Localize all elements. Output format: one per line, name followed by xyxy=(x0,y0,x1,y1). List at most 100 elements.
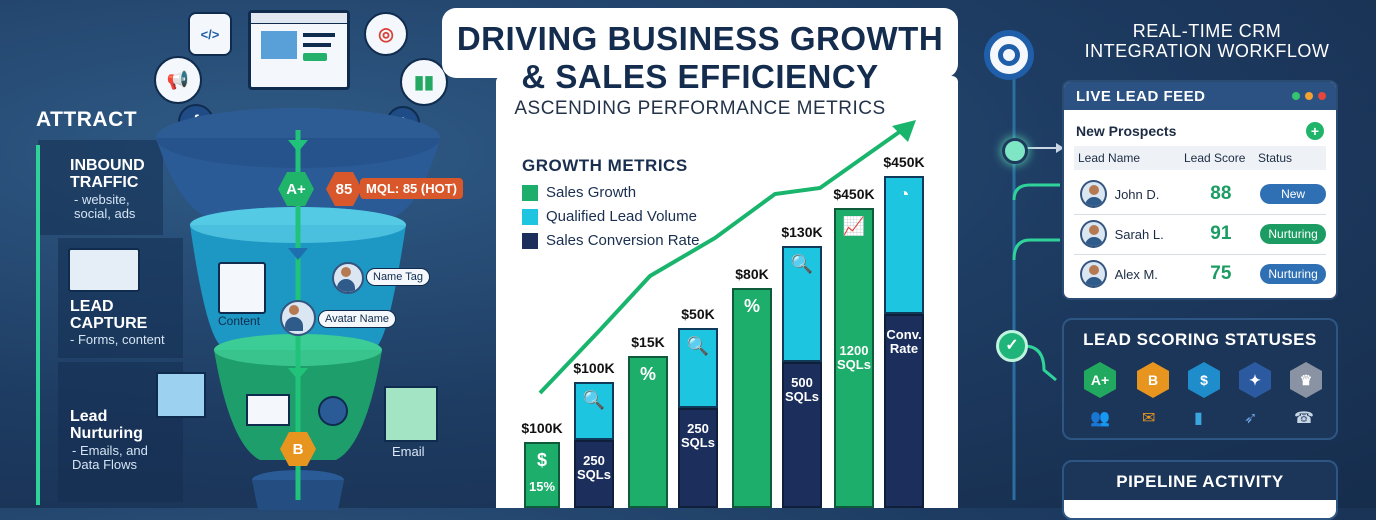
avatar-name-avatar xyxy=(280,300,316,336)
live-lead-feed-header: LIVE LEAD FEED xyxy=(1064,82,1336,110)
phone-icon: ☎ xyxy=(1294,410,1314,427)
inbound-strip xyxy=(38,140,163,235)
lead-name: John D. xyxy=(1114,186,1160,202)
col-status: Status xyxy=(1258,151,1293,165)
percent-icon: % xyxy=(743,296,760,316)
email-label: Email xyxy=(392,444,425,459)
bar-segment-conversion xyxy=(678,408,718,508)
name-tag-chip: Name Tag xyxy=(332,262,450,294)
bar-segment-qualified-leads xyxy=(574,382,614,440)
table-row[interactable]: Alex M. 75 Nurturing xyxy=(1074,254,1326,294)
chart-title: GROWTH METRICS xyxy=(522,156,688,175)
bar-inner-label: 500 SQLs xyxy=(785,375,819,404)
bar-inner-label: 250 SQLs xyxy=(681,421,715,450)
target-icon: ◎ xyxy=(364,12,408,56)
main-title-line1: DRIVING BUSINESS GROWTH xyxy=(456,20,944,57)
main-title-line2: & SALES EFFICIENCY xyxy=(521,58,879,95)
bar-5 xyxy=(732,288,772,508)
add-prospect-icon[interactable]: + xyxy=(1306,122,1324,140)
capture-title: LEAD CAPTURE xyxy=(70,298,148,332)
pipeline-activity-title: PIPELINE ACTIVITY xyxy=(1116,472,1284,491)
code-icon: </> xyxy=(188,12,232,56)
gauge-icon: ◔ xyxy=(898,184,910,204)
users-icon: 👥 xyxy=(1090,410,1110,427)
pipeline-activity-card: PIPELINE ACTIVITY xyxy=(1062,460,1338,520)
envelope-open-icon xyxy=(156,372,206,418)
new-prospects-label: New Prospects xyxy=(1076,123,1177,139)
badge-85: 85 xyxy=(326,172,362,206)
content-form-icon xyxy=(218,262,266,314)
legend-swatch-qualified-leads xyxy=(522,208,538,225)
chart-icon: 📈 xyxy=(842,216,866,236)
live-lead-feed-card: LIVE LEAD FEED New Prospects + Lead Name… xyxy=(1062,80,1338,300)
left-panel: ATTRACT INBOUND TRAFFIC - website, socia… xyxy=(0,0,470,510)
legend-item-conversion: Sales Conversion Rate xyxy=(522,232,699,249)
avatar-name-label: Avatar Name xyxy=(318,310,396,328)
bar-inner-label: Conv. Rate xyxy=(886,327,922,356)
name-tag-avatar xyxy=(332,262,364,294)
window-dot-red xyxy=(1318,92,1326,100)
envelope-icon xyxy=(246,394,290,426)
title-card xyxy=(442,8,958,78)
bar-value-label: $50K xyxy=(681,306,715,322)
score-badge-crown: ♛ xyxy=(1290,362,1322,398)
avatar xyxy=(1080,260,1107,288)
bar-inner-label: 250 SQLs xyxy=(577,453,611,482)
capture-sub: - Forms, content xyxy=(70,332,165,347)
mail-icon: ✉ xyxy=(1142,410,1156,427)
percent-icon: % xyxy=(639,364,656,384)
lead-score: 91 xyxy=(1210,223,1232,244)
bar-value-label: $80K xyxy=(735,266,769,282)
right-title-line2: INTEGRATION WORKFLOW xyxy=(1084,41,1330,61)
status-badge: New xyxy=(1260,184,1326,204)
bar-7 xyxy=(834,208,874,508)
legend-label-qualified-leads: Qualified Lead Volume xyxy=(546,208,697,225)
bar-4 xyxy=(678,328,718,508)
bar-segment-qualified-leads xyxy=(884,176,924,314)
growth-icon: ▮ xyxy=(1194,410,1203,427)
status-badge: Nurturing xyxy=(1260,264,1326,284)
score-badge-b: B xyxy=(1137,362,1169,398)
attract-label: ATTRACT xyxy=(36,108,138,131)
legend-item-qualified-leads: Qualified Lead Volume xyxy=(522,208,697,225)
bar-1 xyxy=(524,442,560,508)
globe-icon xyxy=(318,396,348,426)
score-badge-star: ✦ xyxy=(1239,362,1271,398)
bar-value-label: $100K xyxy=(521,420,563,436)
bar-inner-label: 1200 SQLs xyxy=(837,343,871,372)
inbound-sub: - website, social, ads xyxy=(74,192,136,221)
bar-segment-conversion xyxy=(782,362,822,508)
window-dot-green xyxy=(1292,92,1300,100)
bar-chart-icon: ▮▮ xyxy=(400,58,448,106)
crm-node-1 xyxy=(1002,138,1028,164)
name-tag-label: Name Tag xyxy=(366,268,430,286)
table-row[interactable]: John D. 88 New xyxy=(1074,174,1326,215)
dollar-icon: $ xyxy=(536,450,547,470)
browser-window-icon xyxy=(248,10,350,90)
bar-chart: $100K $15% $100K 🔍 250 SQLs $15K% $50K 🔍 250 SQL… xyxy=(510,150,940,508)
lead-score: 75 xyxy=(1210,263,1232,284)
lead-scoring-card: LEAD SCORING STATUSES A+ B $ ✦ ♛ 👥 ✉ ▮ ➶… xyxy=(1062,318,1338,440)
chart-card xyxy=(496,76,958,508)
live-lead-feed-title: LIVE LEAD FEED xyxy=(1076,87,1206,105)
megaphone-icon: 📢 xyxy=(154,56,202,104)
legend-swatch-conversion xyxy=(522,232,538,249)
subtitle: ASCENDING PERFORMANCE METRICS xyxy=(514,98,886,119)
search-icon: 🔍 xyxy=(790,254,814,274)
bar-value-label: $130K xyxy=(781,224,823,240)
bar-value-label: $450K xyxy=(883,154,925,170)
bar-8 xyxy=(884,176,924,508)
lead-name: Alex M. xyxy=(1114,266,1158,282)
status-badge: Nurturing xyxy=(1260,224,1326,244)
content-label: Content xyxy=(218,314,261,328)
bar-segment-conversion xyxy=(574,440,614,508)
table-header: Lead Name Lead Score Status xyxy=(1074,146,1326,170)
table-row[interactable]: Sarah L. 91 Nurturing xyxy=(1074,214,1326,255)
nurture-title: Lead Nurturing xyxy=(70,408,143,442)
lead-name: Sarah L. xyxy=(1114,226,1164,242)
left-green-line xyxy=(36,145,40,505)
crm-check-node: ✓ xyxy=(996,330,1028,362)
right-title-line1: REAL-TIME CRM xyxy=(1132,21,1282,41)
avatar xyxy=(1080,180,1107,208)
search-icon: 🔍 xyxy=(582,390,606,410)
